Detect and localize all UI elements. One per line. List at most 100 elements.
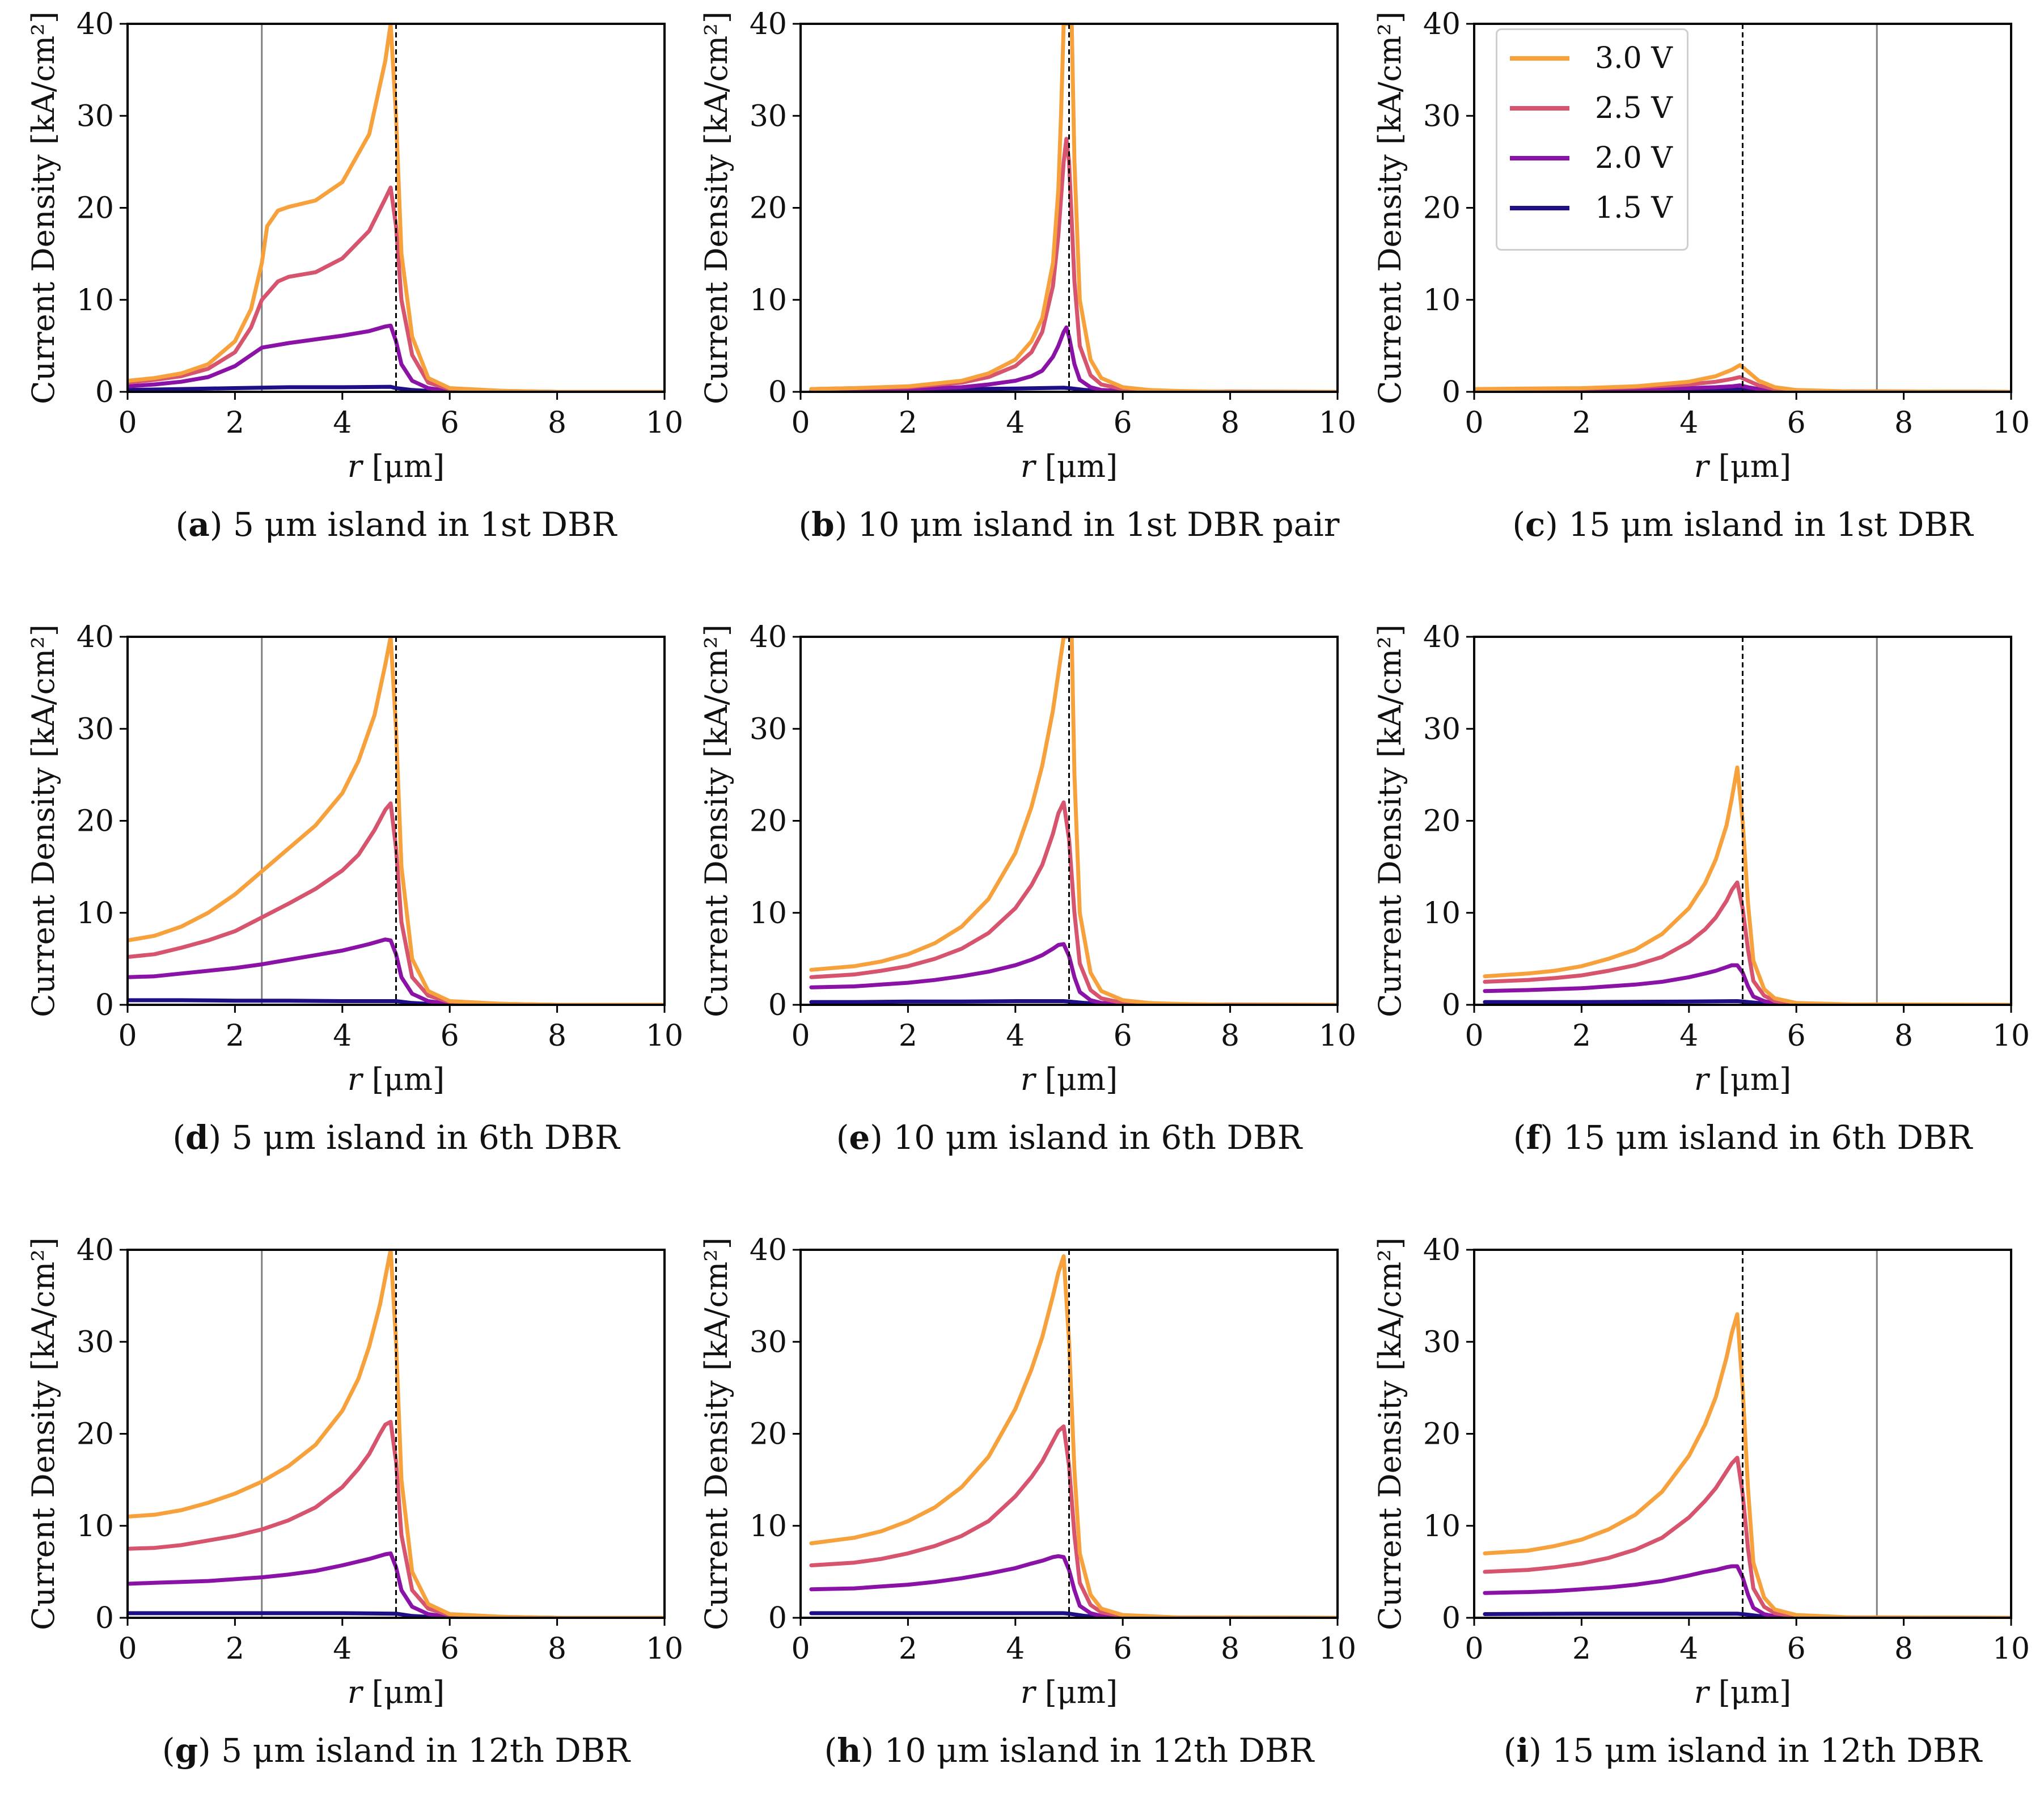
y-tick-label: 20 — [1423, 1418, 1461, 1452]
series-line-30V — [809, 637, 1338, 1005]
x-tick-label: 0 — [791, 1632, 810, 1666]
panel-a: 0 2 4 6 8 10 0 10 20 30 40 r [μm] Current Density [k… — [26, 7, 683, 484]
y-axis-label: Current Density [kA/cm²] — [26, 624, 61, 1017]
caption-letter: h — [837, 1731, 861, 1770]
caption-text: 5 μm island in 1st DBR — [232, 505, 617, 544]
caption-text: 15 μm island in 6th DBR — [1563, 1118, 1973, 1157]
x-tick-label: 10 — [1319, 1632, 1356, 1666]
caption-text: 10 μm island in 12th DBR — [884, 1731, 1314, 1770]
y-tick-label: 40 — [77, 7, 114, 41]
panel-caption-b: (b) 10 μm island in 1st DBR pair — [798, 505, 1340, 544]
caption-letter: c — [1525, 505, 1546, 544]
caption-letter: f — [1526, 1118, 1541, 1157]
y-tick-label: 10 — [750, 897, 787, 931]
series-line-20V — [809, 942, 1338, 1005]
x-tick-label: 0 — [118, 1632, 137, 1666]
panel-f: 0 2 4 6 8 10 0 10 20 30 40 r [μm] Current Density [k… — [1372, 620, 2030, 1097]
x-tick-label: 4 — [333, 1019, 352, 1053]
series-line-20V — [128, 937, 665, 1005]
series-line-20V — [1483, 963, 2011, 1005]
legend-item: 3.0 V — [1510, 41, 1680, 75]
x-tick-label: 0 — [791, 1019, 810, 1053]
x-tick-label: 8 — [1221, 406, 1239, 440]
x-tick-label: 4 — [1006, 406, 1025, 440]
x-tick-label: 10 — [1319, 1019, 1356, 1053]
x-axis-label: r [μm] — [1694, 1062, 1791, 1097]
y-tick-label: 0 — [768, 988, 787, 1022]
y-tick-label: 0 — [95, 1601, 114, 1635]
x-tick-label: 8 — [1894, 1019, 1913, 1053]
caption-letter: a — [188, 505, 210, 544]
y-tick-label: 20 — [77, 192, 114, 226]
y-tick-label: 20 — [1423, 192, 1461, 226]
y-tick-label: 30 — [77, 712, 114, 746]
y-axis-label: Current Density [kA/cm²] — [1372, 624, 1408, 1017]
x-tick-label: 2 — [226, 1632, 244, 1666]
y-tick-label: 0 — [1442, 1601, 1461, 1635]
panel-c: 0 2 4 6 8 10 0 10 20 30 40 r [μm] Current Density [k… — [1372, 7, 2030, 484]
series-line-30V — [128, 1250, 665, 1618]
y-axis-label: Current Density [kA/cm²] — [699, 1237, 734, 1630]
series-line-30V — [1483, 1312, 2011, 1618]
x-tick-label: 8 — [1894, 1632, 1913, 1666]
series-line-25V — [809, 1424, 1338, 1618]
panel-b: 0 2 4 6 8 10 0 10 20 30 40 r [μm] Current Density [k… — [699, 7, 1356, 484]
y-tick-label: 20 — [77, 805, 114, 839]
y-tick-label: 30 — [750, 99, 787, 133]
series-line-20V — [128, 323, 665, 392]
y-tick-label: 0 — [768, 375, 787, 409]
caption-text: 5 μm island in 6th DBR — [231, 1118, 620, 1157]
legend-label: 2.5 V — [1595, 91, 1673, 125]
x-tick-label: 2 — [899, 406, 917, 440]
plot-area — [809, 1254, 1338, 1618]
y-tick-label: 30 — [77, 99, 114, 133]
x-tick-label: 2 — [226, 1019, 244, 1053]
y-tick-label: 20 — [77, 1418, 114, 1452]
series-line-30V — [1483, 765, 2011, 1005]
x-tick-label: 8 — [1221, 1632, 1239, 1666]
y-tick-label: 0 — [1442, 375, 1461, 409]
x-axis-label: r [μm] — [1021, 1675, 1118, 1710]
x-tick-label: 4 — [1006, 1019, 1025, 1053]
panel-caption-h: (h) 10 μm island in 12th DBR — [824, 1731, 1314, 1770]
x-tick-label: 4 — [333, 406, 352, 440]
x-tick-label: 10 — [646, 1632, 683, 1666]
panel-caption-d: (d) 5 μm island in 6th DBR — [172, 1118, 620, 1157]
x-axis-label: r [μm] — [348, 1062, 445, 1097]
y-tick-label: 20 — [1423, 805, 1461, 839]
legend-swatch — [1510, 206, 1569, 210]
x-tick-label: 6 — [1787, 1632, 1806, 1666]
y-tick-label: 40 — [1423, 1233, 1461, 1267]
caption-text: 10 μm island in 6th DBR — [893, 1118, 1302, 1157]
x-tick-label: 2 — [1572, 1019, 1591, 1053]
caption-letter: b — [811, 505, 835, 544]
panel-d: 0 2 4 6 8 10 0 10 20 30 40 r [μm] Current Density [k… — [26, 620, 683, 1097]
x-tick-label: 6 — [441, 406, 459, 440]
x-tick-label: 6 — [1787, 1019, 1806, 1053]
series-line-20V — [809, 1554, 1338, 1618]
x-tick-label: 8 — [1894, 406, 1913, 440]
caption-text: 10 μm island in 1st DBR pair — [857, 505, 1340, 544]
panel-caption-e: (e) 10 μm island in 6th DBR — [836, 1118, 1302, 1157]
y-tick-label: 0 — [1442, 988, 1461, 1022]
x-tick-label: 10 — [1992, 1632, 2030, 1666]
y-tick-label: 40 — [750, 620, 787, 654]
legend-swatch — [1510, 56, 1569, 61]
x-tick-label: 0 — [791, 406, 810, 440]
y-tick-label: 20 — [750, 192, 787, 226]
x-axis-label: r [μm] — [348, 449, 445, 484]
series-line-25V — [809, 137, 1338, 392]
x-tick-label: 0 — [1465, 406, 1483, 440]
y-tick-label: 30 — [1423, 99, 1461, 133]
panel-caption-a: (a) 5 μm island in 1st DBR — [175, 505, 617, 544]
y-tick-label: 40 — [750, 1233, 787, 1267]
caption-letter: i — [1516, 1731, 1529, 1770]
x-tick-label: 8 — [548, 1019, 566, 1053]
y-tick-label: 30 — [1423, 1325, 1461, 1359]
x-tick-label: 10 — [1319, 406, 1356, 440]
y-tick-label: 40 — [77, 1233, 114, 1267]
x-tick-label: 0 — [1465, 1632, 1483, 1666]
plot-area — [809, 637, 1338, 1005]
x-tick-label: 10 — [1992, 406, 2030, 440]
